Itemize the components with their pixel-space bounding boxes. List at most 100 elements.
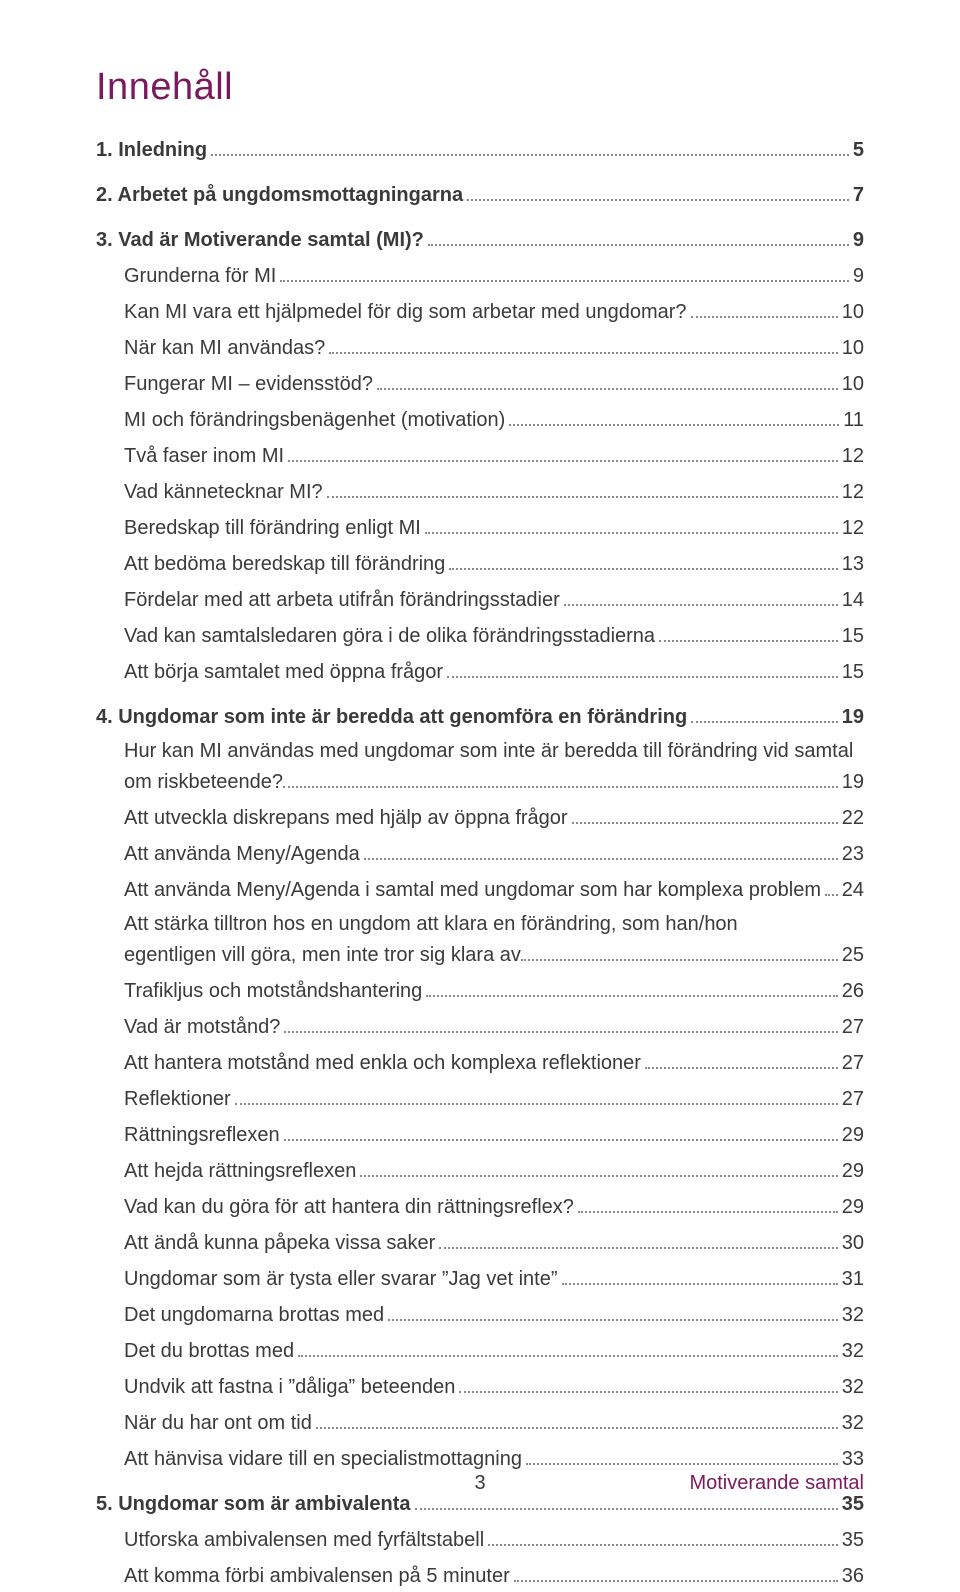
toc-sub: Att använda Meny/Agenda i samtal med ung… — [96, 875, 864, 906]
toc-page: 29 — [842, 1120, 864, 1151]
toc-sub: Det du brottas med32 — [96, 1336, 864, 1367]
toc-page: 32 — [842, 1408, 864, 1439]
toc-label: Att använda Meny/Agenda — [124, 839, 360, 870]
toc-sub: Reflektioner27 — [96, 1084, 864, 1115]
toc-page: 27 — [842, 1012, 864, 1043]
toc-label: När kan MI användas? — [124, 333, 325, 364]
toc-page: 36 — [842, 1561, 864, 1592]
dot-leader — [521, 959, 838, 961]
toc-page: 35 — [842, 1525, 864, 1556]
toc-page: 9 — [853, 225, 864, 256]
toc-page: 26 — [842, 976, 864, 1007]
dot-leader — [428, 244, 849, 246]
toc-page: 7 — [853, 180, 864, 211]
toc-page: 33 — [842, 1444, 864, 1475]
dot-leader — [415, 1508, 838, 1510]
toc-label: Det ungdomarna brottas med — [124, 1300, 384, 1331]
toc-sub: När du har ont om tid32 — [96, 1408, 864, 1439]
toc-label: Att använda Meny/Agenda i samtal med ung… — [124, 875, 821, 906]
toc-sub: MI och förändringsbenägenhet (motivation… — [96, 405, 864, 436]
footer-page-number: 3 — [474, 1472, 485, 1495]
dot-leader — [447, 676, 838, 678]
toc-page: 10 — [842, 369, 864, 400]
toc-sub: Grunderna för MI9 — [96, 261, 864, 292]
toc-sub: Vad kan samtalsledaren göra i de olika f… — [96, 621, 864, 652]
toc-label: Fördelar med att arbeta utifrån förändri… — [124, 585, 560, 616]
toc-label: Att ändå kunna påpeka vissa saker — [124, 1228, 435, 1259]
toc-page: 27 — [842, 1048, 864, 1079]
dot-leader — [467, 199, 849, 201]
toc-sub: Två faser inom MI 12 — [96, 441, 864, 472]
dot-leader — [459, 1391, 837, 1393]
table-of-contents: 1. Inledning52. Arbetet på ungdomsmottag… — [96, 135, 864, 1592]
dot-leader — [825, 894, 838, 896]
dot-leader — [449, 568, 837, 570]
toc-sub: Beredskap till förändring enligt MI12 — [96, 513, 864, 544]
page-title: Innehåll — [96, 66, 864, 109]
toc-label: Fungerar MI – evidensstöd? — [124, 369, 373, 400]
toc-chapter: 2. Arbetet på ungdomsmottagningarna7 — [96, 180, 864, 211]
page-footer: 3 Motiverande samtal — [0, 1472, 960, 1496]
toc-label: 4. Ungdomar som inte är beredda att geno… — [96, 702, 687, 733]
toc-label: Undvik att fastna i ”dåliga” beteenden — [124, 1372, 455, 1403]
toc-page: 25 — [842, 940, 864, 971]
toc-sub: Trafikljus och motståndshantering 26 — [96, 976, 864, 1007]
toc-label: Vad är motstånd? — [124, 1012, 280, 1043]
toc-sub: Att hantera motstånd med enkla och kompl… — [96, 1048, 864, 1079]
toc-page: 13 — [842, 549, 864, 580]
toc-page: 31 — [842, 1264, 864, 1295]
toc-sub: Kan MI vara ett hjälpmedel för dig som a… — [96, 297, 864, 328]
dot-leader — [659, 640, 838, 642]
toc-label: om riskbeteende? — [124, 767, 283, 798]
toc-label: Två faser inom MI — [124, 441, 284, 472]
toc-sub-wrap-line2: egentligen vill göra, men inte tror sig … — [96, 940, 864, 971]
toc-page: 32 — [842, 1300, 864, 1331]
toc-page: 22 — [842, 803, 864, 834]
toc-label: Att börja samtalet med öppna frågor — [124, 657, 443, 688]
dot-leader — [578, 1211, 838, 1213]
dot-leader — [211, 154, 849, 156]
toc-sub: Att använda Meny/Agenda23 — [96, 839, 864, 870]
toc-label: Vad kännetecknar MI? — [124, 477, 323, 508]
toc-sub-wrap-line2: om riskbeteende? 19 — [96, 767, 864, 798]
toc-page: 12 — [842, 441, 864, 472]
toc-page: 27 — [842, 1084, 864, 1115]
toc-sub: Ungdomar som är tysta eller svarar ”Jag … — [96, 1264, 864, 1295]
toc-page: 19 — [842, 767, 864, 798]
dot-leader — [327, 496, 838, 498]
toc-page: 30 — [842, 1228, 864, 1259]
dot-leader — [283, 786, 838, 788]
dot-leader — [509, 424, 839, 426]
toc-page: 10 — [842, 333, 864, 364]
toc-label: Ungdomar som är tysta eller svarar ”Jag … — [124, 1264, 558, 1295]
toc-label: Rättningsreflexen — [124, 1120, 280, 1151]
toc-page: 29 — [842, 1156, 864, 1187]
toc-page: 19 — [842, 702, 864, 733]
toc-label: Kan MI vara ett hjälpmedel för dig som a… — [124, 297, 687, 328]
dot-leader — [364, 858, 838, 860]
dot-leader — [425, 532, 838, 534]
toc-sub: Att bedöma beredskap till förändring 13 — [96, 549, 864, 580]
toc-page: 12 — [842, 513, 864, 544]
dot-leader — [388, 1319, 838, 1321]
toc-sub: Det ungdomarna brottas med 32 — [96, 1300, 864, 1331]
toc-page: 15 — [842, 621, 864, 652]
dot-leader — [284, 1031, 837, 1033]
dot-leader — [316, 1427, 838, 1429]
dot-leader — [562, 1283, 838, 1285]
toc-label: Trafikljus och motståndshantering — [124, 976, 422, 1007]
toc-sub: Vad kännetecknar MI?12 — [96, 477, 864, 508]
toc-page: 15 — [842, 657, 864, 688]
toc-sub: Utforska ambivalensen med fyrfältstabell… — [96, 1525, 864, 1556]
toc-sub: Att komma förbi ambivalensen på 5 minute… — [96, 1561, 864, 1592]
toc-label: egentligen vill göra, men inte tror sig … — [124, 940, 521, 971]
toc-label: Att bedöma beredskap till förändring — [124, 549, 445, 580]
dot-leader — [377, 388, 838, 390]
dot-leader — [691, 316, 838, 318]
toc-label: Att hänvisa vidare till en specialistmot… — [124, 1444, 522, 1475]
dot-leader — [235, 1103, 838, 1105]
toc-chapter: 3. Vad är Motiverande samtal (MI)?9 — [96, 225, 864, 256]
toc-sub: Vad är motstånd? 27 — [96, 1012, 864, 1043]
toc-page: 10 — [842, 297, 864, 328]
toc-chapter: 4. Ungdomar som inte är beredda att geno… — [96, 702, 864, 733]
